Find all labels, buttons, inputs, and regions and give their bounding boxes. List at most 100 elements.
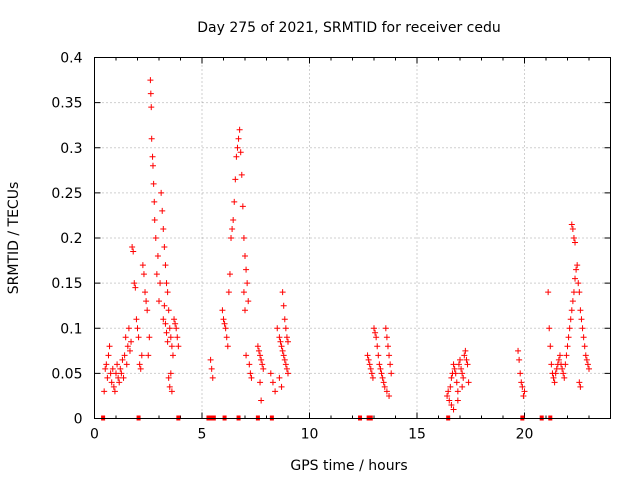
data-point bbox=[109, 365, 116, 372]
data-point bbox=[255, 347, 262, 354]
data-point bbox=[259, 361, 266, 368]
data-point bbox=[147, 90, 154, 97]
data-point bbox=[565, 334, 572, 341]
data-point bbox=[160, 225, 167, 232]
data-point bbox=[285, 338, 291, 345]
data-point bbox=[577, 383, 584, 390]
data-point bbox=[238, 171, 245, 178]
data-point bbox=[116, 379, 123, 386]
axis-ticks bbox=[94, 57, 611, 419]
data-point bbox=[365, 356, 372, 363]
data-point bbox=[133, 316, 140, 323]
data-point bbox=[119, 356, 126, 363]
y-tick-label: 0.1 bbox=[60, 321, 82, 337]
data-point bbox=[381, 383, 388, 390]
data-point bbox=[459, 383, 466, 390]
data-point bbox=[454, 397, 461, 404]
data-point bbox=[444, 392, 451, 399]
data-point bbox=[386, 392, 393, 399]
data-point bbox=[129, 244, 136, 251]
data-point bbox=[225, 289, 232, 296]
data-point bbox=[166, 325, 173, 332]
data-point bbox=[579, 325, 586, 332]
data-point bbox=[157, 280, 164, 287]
data-point bbox=[550, 374, 557, 381]
x-tick-labels: 0 5 10 15 20 bbox=[90, 427, 533, 443]
y-tick-label: 0 bbox=[74, 412, 83, 428]
data-point bbox=[373, 334, 380, 341]
data-point bbox=[276, 334, 283, 341]
data-point bbox=[139, 262, 146, 269]
data-point bbox=[521, 388, 528, 395]
data-point bbox=[243, 266, 250, 273]
data-point bbox=[388, 370, 395, 377]
data-point bbox=[546, 325, 553, 332]
data-point bbox=[169, 352, 176, 359]
data-point bbox=[220, 316, 227, 323]
data-point bbox=[101, 388, 108, 395]
data-point bbox=[240, 289, 247, 296]
data-point bbox=[460, 374, 467, 381]
data-point bbox=[258, 356, 265, 363]
data-point bbox=[380, 379, 387, 386]
data-point bbox=[208, 365, 215, 372]
data-point bbox=[457, 356, 463, 363]
data-point bbox=[257, 352, 264, 359]
data-point bbox=[372, 329, 379, 336]
data-point bbox=[450, 406, 457, 413]
data-point bbox=[130, 248, 137, 255]
data-point bbox=[282, 361, 289, 368]
data-point bbox=[283, 334, 290, 341]
data-point bbox=[147, 77, 154, 84]
data-point bbox=[158, 189, 165, 196]
data-point bbox=[257, 379, 264, 386]
data-point bbox=[146, 334, 153, 341]
data-point bbox=[243, 352, 250, 359]
data-point bbox=[226, 271, 233, 278]
data-point bbox=[242, 307, 248, 314]
data-point bbox=[166, 383, 173, 390]
y-tick-label: 0.05 bbox=[51, 366, 82, 382]
data-point bbox=[454, 388, 461, 395]
data-point bbox=[232, 176, 239, 183]
data-point bbox=[519, 383, 526, 390]
data-point bbox=[569, 298, 576, 305]
data-point bbox=[387, 361, 394, 368]
data-point bbox=[581, 343, 588, 350]
data-point bbox=[163, 280, 170, 287]
data-point bbox=[167, 370, 174, 377]
data-point bbox=[556, 352, 563, 359]
data-point bbox=[126, 347, 133, 354]
data-point bbox=[115, 374, 122, 381]
data-point bbox=[145, 352, 152, 359]
data-point bbox=[113, 370, 119, 377]
data-point bbox=[453, 379, 460, 386]
data-point bbox=[137, 365, 144, 372]
data-point bbox=[551, 379, 558, 386]
data-point bbox=[369, 374, 376, 381]
data-point bbox=[237, 149, 244, 156]
data-point bbox=[576, 289, 583, 296]
data-point bbox=[269, 379, 276, 386]
data-point bbox=[568, 307, 575, 314]
data-point bbox=[233, 153, 240, 160]
x-tick-label: 5 bbox=[198, 427, 207, 443]
data-point bbox=[114, 361, 121, 368]
data-point bbox=[135, 334, 142, 341]
data-point bbox=[154, 253, 161, 260]
data-point bbox=[450, 361, 457, 368]
data-point bbox=[118, 370, 125, 377]
data-point bbox=[382, 325, 389, 332]
grid bbox=[94, 57, 611, 419]
x-tick-label: 15 bbox=[408, 427, 426, 443]
chart-title: Day 275 of 2021, SRMTID for receiver ced… bbox=[197, 20, 500, 36]
x-tick-label: 0 bbox=[90, 427, 99, 443]
data-point bbox=[148, 135, 155, 142]
data-point bbox=[515, 347, 522, 354]
data-point bbox=[132, 284, 139, 291]
data-point bbox=[153, 271, 160, 278]
data-point bbox=[173, 325, 180, 332]
data-point bbox=[364, 352, 371, 359]
data-point bbox=[559, 365, 566, 372]
